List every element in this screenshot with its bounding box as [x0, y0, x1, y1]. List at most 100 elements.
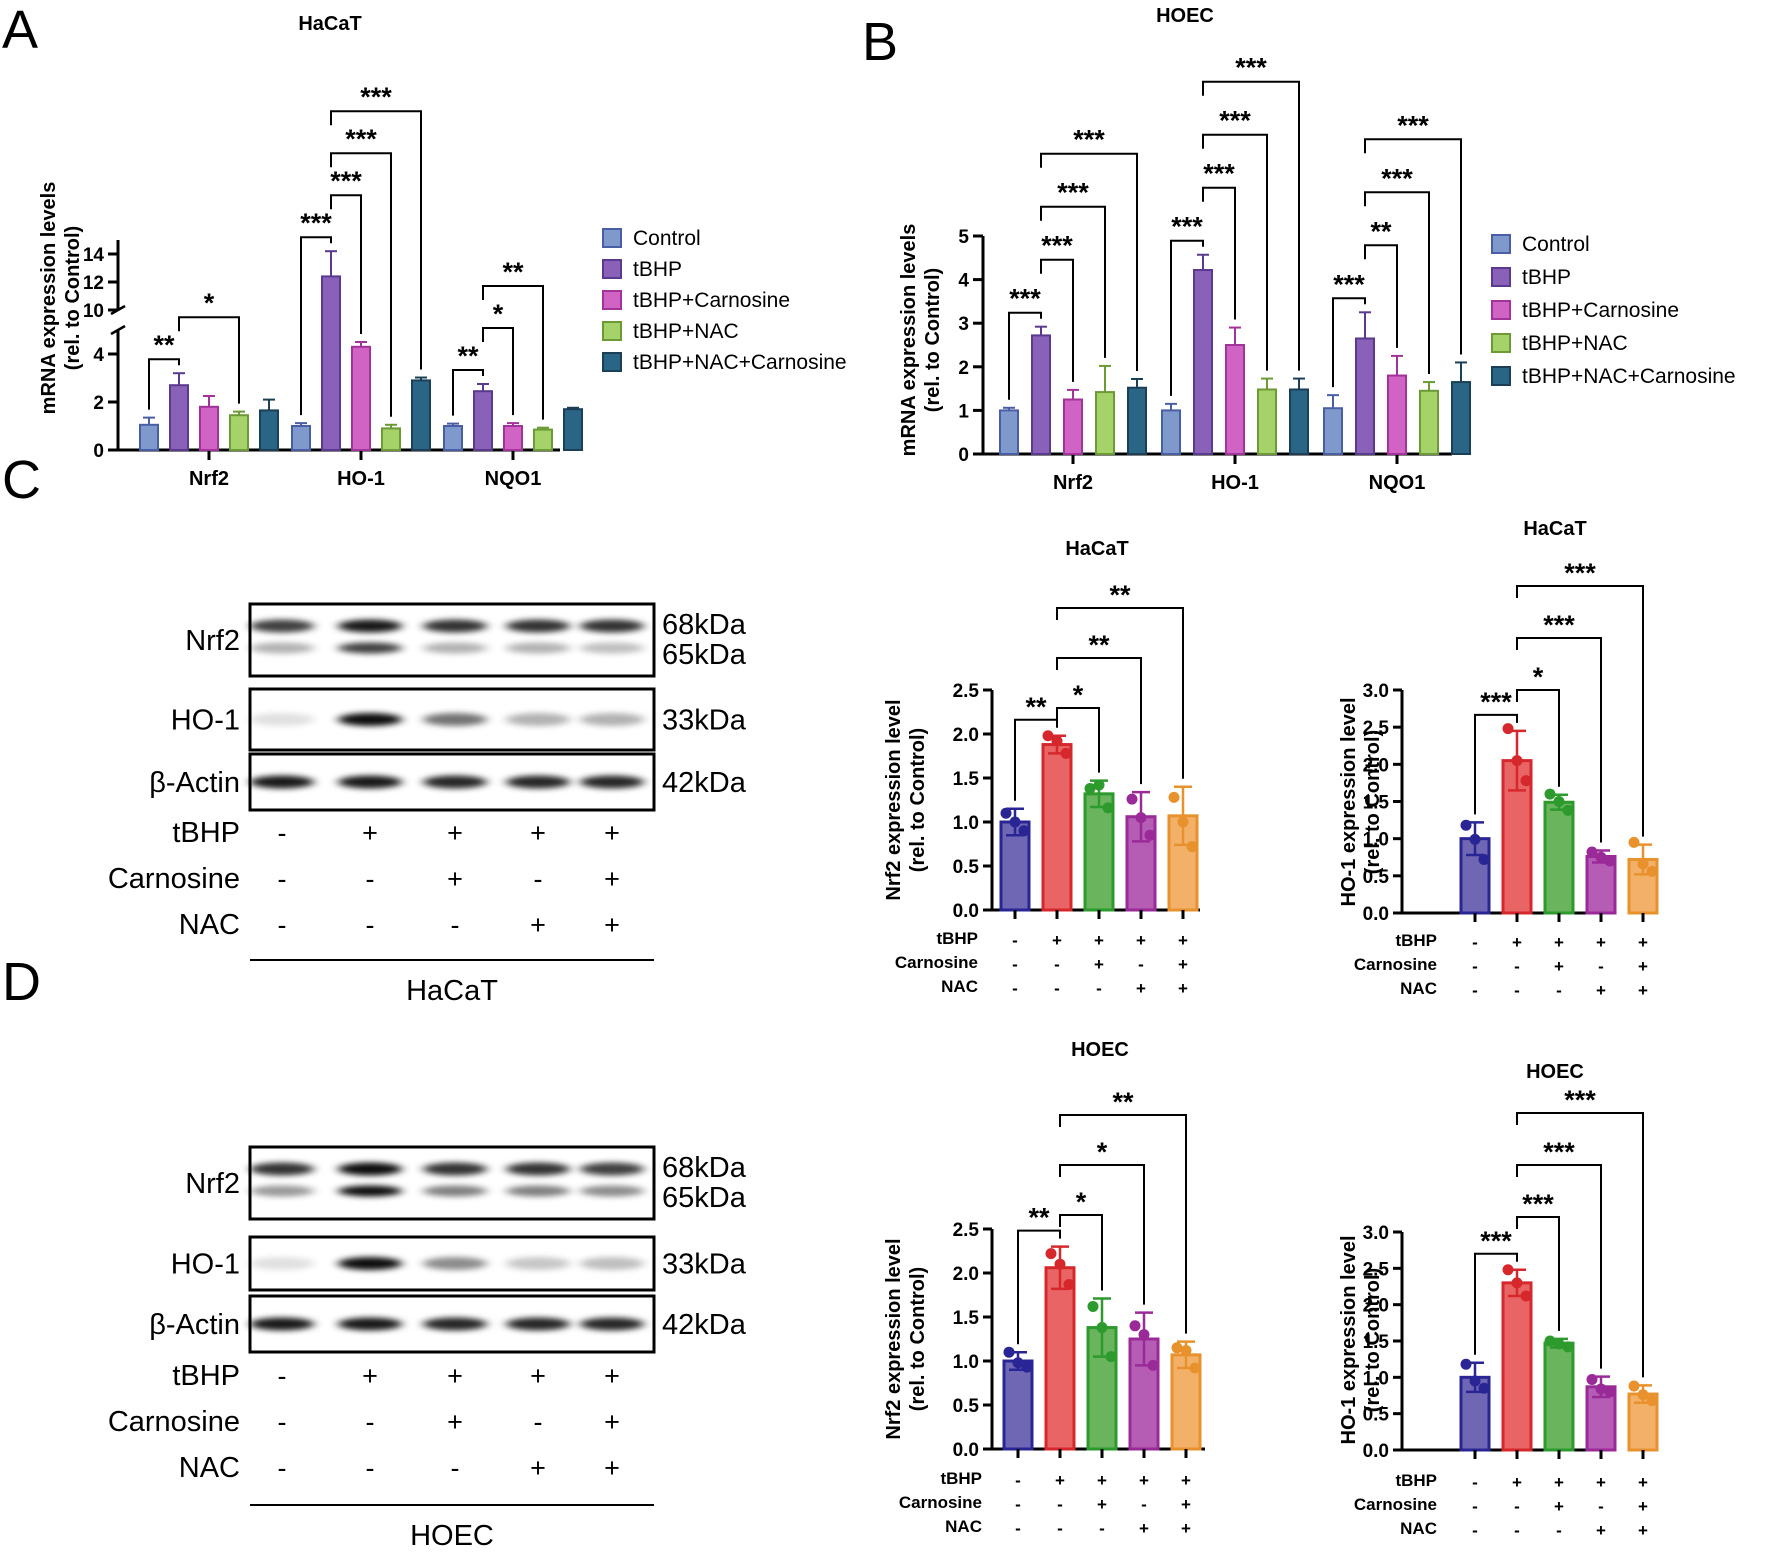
condition-sign: - [278, 818, 287, 848]
condition-sign: + [1055, 1471, 1065, 1490]
condition-sign: + [604, 1407, 620, 1437]
bar [1387, 374, 1407, 455]
molecular-weight-label: 42kDa [662, 767, 747, 799]
y-axis-label-line2: (rel. to Control) [922, 268, 944, 412]
significance-bracket [1516, 637, 1602, 843]
protein-band [250, 642, 314, 654]
panel-label-a: A [2, 0, 38, 60]
significance-bracket [330, 152, 392, 417]
data-point [1586, 1374, 1598, 1386]
condition-sign: + [604, 910, 620, 940]
legend-swatch [1491, 333, 1511, 353]
data-point [1511, 755, 1523, 767]
y-tick-label: 1.5 [953, 1308, 980, 1329]
protein-band [580, 619, 644, 633]
protein-band [250, 1317, 314, 1331]
y-tick-label: 2.0 [953, 1264, 979, 1285]
condition-sign: + [1638, 981, 1648, 1000]
condition-sign: + [1136, 931, 1146, 950]
condition-sign: - [366, 1407, 375, 1437]
protein-band [250, 1162, 314, 1176]
significance-bracket [178, 316, 240, 404]
y-tick-label: 0 [93, 441, 104, 462]
bar [411, 379, 431, 451]
bar [473, 390, 493, 452]
data-point [1502, 723, 1514, 735]
protein-band [506, 713, 570, 726]
condition-sign: - [1138, 955, 1144, 974]
protein-band [423, 619, 487, 633]
significance-bracket [1364, 244, 1398, 348]
legend-label: tBHP [633, 258, 682, 281]
y-tick-label: 2.0 [953, 725, 979, 746]
data-point [1063, 1278, 1075, 1290]
significance-label: *** [1171, 212, 1203, 242]
category-label: NQO1 [1369, 472, 1426, 494]
condition-label: NAC [179, 1452, 240, 1484]
data-point [1051, 735, 1063, 747]
data-point [1562, 1341, 1574, 1353]
data-point [1096, 1322, 1108, 1334]
protein-band [250, 1257, 314, 1270]
condition-sign: - [1556, 981, 1562, 1000]
significance-label: * [1076, 1187, 1087, 1217]
condition-sign: + [1512, 933, 1522, 952]
bar [139, 423, 159, 451]
condition-sign: + [1178, 955, 1188, 974]
data-point [1171, 1342, 1183, 1354]
condition-sign: - [1099, 1519, 1105, 1538]
significance-bracket [1516, 1112, 1644, 1378]
significance-bracket [330, 110, 422, 370]
significance-label: *** [1009, 284, 1041, 314]
bar [321, 275, 341, 451]
y-tick-label: 1.0 [953, 1352, 979, 1373]
significance-label: *** [1564, 558, 1596, 588]
bar [1543, 1341, 1575, 1452]
significance-label: *** [1333, 269, 1365, 299]
bar [503, 425, 523, 451]
condition-sign: + [1638, 1521, 1648, 1540]
significance-bracket [1332, 297, 1366, 388]
data-point [1180, 1344, 1192, 1356]
y-axis-label-line2: (rel. to Control) [1362, 1268, 1384, 1412]
condition-sign: - [1472, 981, 1478, 1000]
condition-sign: + [1139, 1471, 1149, 1490]
data-point [1628, 1380, 1640, 1392]
significance-label: * [204, 288, 215, 318]
significance-bracket [1059, 1164, 1145, 1305]
data-point [1093, 779, 1105, 791]
bar [999, 820, 1031, 912]
condition-sign: - [1472, 1473, 1478, 1492]
category-label: NQO1 [485, 468, 542, 490]
legend-swatch [602, 228, 622, 248]
condition-sign: + [1094, 931, 1104, 950]
condition-sign: + [1094, 955, 1104, 974]
y-tick-label: 1.0 [1363, 830, 1389, 851]
bar [533, 428, 553, 452]
protein-band [250, 619, 314, 633]
legend-swatch [602, 321, 622, 341]
condition-sign: - [1057, 1495, 1063, 1514]
data-point [1018, 825, 1030, 837]
condition-label: tBHP [172, 1360, 240, 1392]
condition-sign: - [1514, 1521, 1520, 1540]
significance-label: *** [1219, 106, 1251, 136]
significance-label: *** [1203, 159, 1235, 189]
condition-sign: - [1472, 1521, 1478, 1540]
significance-bracket [1516, 1164, 1602, 1369]
protein-band [580, 642, 644, 654]
condition-sign: + [1097, 1471, 1107, 1490]
bar [1355, 337, 1375, 455]
y-axis-label: Nrf2 expression level (rel. to Control) [883, 699, 929, 900]
data-point [1595, 851, 1607, 863]
protein-band [423, 713, 487, 726]
molecular-weight-label: 65kDa [662, 639, 747, 671]
condition-label: tBHP [1395, 931, 1437, 950]
significance-bracket [1040, 205, 1106, 358]
condition-sign: + [1554, 1473, 1564, 1492]
data-point [1502, 1264, 1514, 1276]
condition-label: tBHP [1395, 1471, 1437, 1490]
category-label: Nrf2 [189, 468, 229, 490]
y-axis-label: HO-1 expression level (rel. to Control) [1338, 698, 1384, 907]
